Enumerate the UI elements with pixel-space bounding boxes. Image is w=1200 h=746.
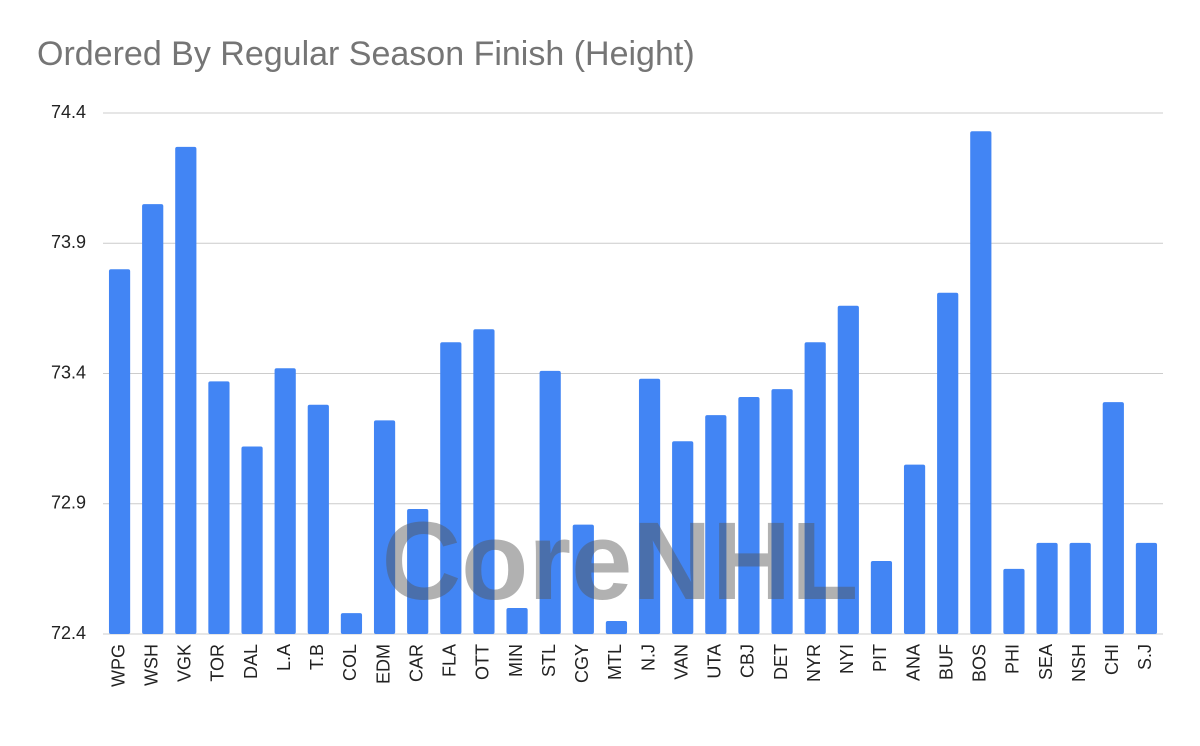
bar xyxy=(108,269,131,634)
y-tick-label: 72.4 xyxy=(51,623,86,643)
x-tick-label: MIN xyxy=(506,644,526,677)
x-tick-label: L.A xyxy=(274,644,294,671)
x-tick-label: CBJ xyxy=(738,644,758,678)
bar xyxy=(208,381,230,634)
x-tick-label: CGY xyxy=(572,644,592,683)
x-tick-label: SEA xyxy=(1036,644,1056,680)
bar xyxy=(473,329,495,634)
x-tick-label: BOS xyxy=(970,644,990,682)
x-tick-label: OTT xyxy=(473,644,493,680)
x-tick-label: WPG xyxy=(108,644,128,687)
bar xyxy=(340,613,363,634)
x-tick-label: UTA xyxy=(705,644,725,679)
bar xyxy=(672,441,694,634)
bar xyxy=(738,396,760,634)
x-tick-label: ANA xyxy=(903,644,923,681)
y-tick-label: 72.9 xyxy=(51,493,86,513)
x-tick-label: STL xyxy=(539,644,559,677)
bar xyxy=(572,524,594,634)
bar xyxy=(274,368,296,634)
watermark: CoreNHL xyxy=(382,500,859,623)
bar xyxy=(142,204,164,635)
x-tick-label: BUF xyxy=(936,644,956,680)
x-tick-label: EDM xyxy=(373,644,393,684)
bar xyxy=(638,378,661,634)
x-tick-label: FLA xyxy=(440,644,460,677)
x-tick-label: WSH xyxy=(141,644,161,686)
x-tick-label: S.J xyxy=(1135,644,1155,670)
chart-title: Ordered By Regular Season Finish (Height… xyxy=(37,35,695,73)
bar xyxy=(970,131,992,635)
x-tick-label: NYI xyxy=(837,644,857,674)
y-tick-label: 73.4 xyxy=(51,362,86,382)
x-tick-label: DET xyxy=(771,644,791,680)
bar xyxy=(771,389,793,634)
bar xyxy=(837,305,859,634)
bar xyxy=(506,607,528,634)
bar xyxy=(307,404,329,634)
x-tick-label: COL xyxy=(340,644,360,681)
y-tick-label: 74.4 xyxy=(51,102,86,122)
bar xyxy=(705,415,727,634)
x-tick-label: VGK xyxy=(175,644,195,682)
bar xyxy=(241,446,263,634)
x-tick-label: TOR xyxy=(208,644,228,682)
bar xyxy=(937,292,959,634)
bar xyxy=(1036,542,1058,634)
x-tick-label: CHI xyxy=(1102,644,1122,675)
y-tick-label: 73.9 xyxy=(51,232,86,252)
bar xyxy=(903,464,926,634)
bar xyxy=(1102,402,1124,634)
x-tick-label: T.B xyxy=(307,644,327,670)
bar xyxy=(175,146,197,635)
x-tick-label: VAN xyxy=(671,644,691,680)
x-tick-label: PIT xyxy=(870,644,890,672)
bar xyxy=(539,370,561,634)
x-tick-label: N.J xyxy=(638,644,658,671)
x-tick-label: NSH xyxy=(1069,644,1089,682)
x-tick-label: NYR xyxy=(804,644,824,682)
bar xyxy=(1135,542,1158,634)
bar xyxy=(373,420,396,634)
bar xyxy=(870,561,893,634)
bar xyxy=(605,620,628,634)
x-tick-label: CAR xyxy=(406,644,426,682)
bar xyxy=(440,342,462,634)
x-tick-label: DAL xyxy=(241,644,261,679)
x-tick-label: PHI xyxy=(1003,644,1023,674)
bar xyxy=(1069,542,1091,634)
x-tick-label: MTL xyxy=(605,644,625,680)
bar xyxy=(407,508,429,634)
bar xyxy=(1003,568,1025,634)
bar xyxy=(804,342,826,634)
